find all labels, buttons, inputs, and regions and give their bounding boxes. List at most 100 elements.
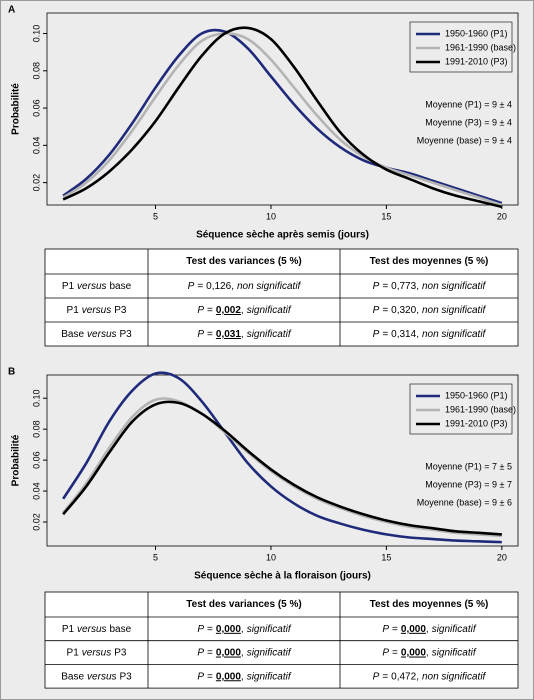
cell-text: ,	[416, 329, 419, 340]
legend-label: 1961-1990 (base)	[445, 404, 516, 414]
cell-text: P1	[67, 305, 80, 316]
y-tick-label: 0.02	[31, 174, 41, 192]
x-axis-label: Séquence sèche après semis (jours)	[196, 230, 369, 241]
series-line	[62, 32, 503, 207]
cell-text: significatif	[247, 623, 292, 634]
table-cell: P = 0,031, significatif	[197, 329, 291, 340]
series-line	[62, 400, 502, 536]
cell-text: P	[188, 281, 195, 292]
cell-text: non significatif	[422, 329, 487, 340]
cell-text: 0,000	[401, 647, 426, 658]
row-label: Base versus P3	[61, 671, 132, 682]
cell-text: versus	[87, 671, 116, 682]
y-tick-label: 0.06	[31, 99, 41, 117]
cell-text: non significatif	[422, 671, 487, 682]
table-cell: P = 0,320, non significatif	[373, 305, 487, 316]
legend-label: 1991-2010 (P3)	[445, 418, 508, 428]
y-tick-label: 0.06	[31, 451, 41, 469]
cell-text: P3	[120, 671, 133, 682]
cell-text: P	[197, 305, 204, 316]
series-line	[62, 26, 503, 209]
cell-text: =	[207, 329, 213, 340]
table-cell: P = 0,000, significatif	[197, 671, 291, 682]
cell-text: 0,031	[216, 329, 241, 340]
x-tick-label: 20	[497, 552, 507, 562]
cell-text: versus	[87, 329, 116, 340]
x-tick-label: 10	[266, 552, 276, 562]
table-frame	[44, 591, 519, 689]
cell-text: non significatif	[237, 281, 302, 292]
y-tick-label: 0.08	[31, 420, 41, 438]
cell-text: =	[207, 671, 213, 682]
table-cell: P = 0,000, significatif	[382, 623, 476, 634]
cell-text: 0,000	[216, 671, 241, 682]
cell-text: 0,000	[216, 647, 241, 658]
cell-text: =	[382, 671, 388, 682]
cell-text: significatif	[247, 671, 292, 682]
row-label: P1 versus P3	[67, 305, 127, 316]
cell-text: =	[197, 281, 203, 292]
cell-text: versus	[82, 647, 111, 658]
x-axis-label: Séquence sèche à la floraison (jours)	[194, 571, 371, 582]
table-cell: P = 0,000, significatif	[197, 623, 291, 634]
cell-text: =	[207, 305, 213, 316]
cell-text: P1	[62, 281, 75, 292]
y-tick-label: 0.04	[31, 482, 41, 500]
cell-text: 0,320	[391, 305, 416, 316]
table-cell: P = 0,002, significatif	[197, 305, 291, 316]
x-tick-label: 5	[153, 211, 158, 221]
cell-text: 0,773	[391, 281, 416, 292]
cell-text: significatif	[247, 305, 292, 316]
y-tick-label: 0.04	[31, 137, 41, 155]
cell-text: P	[197, 647, 204, 658]
cell-text: P3	[114, 305, 127, 316]
table-cell: P = 0,472, non significatif	[373, 671, 487, 682]
cell-text: =	[207, 647, 213, 658]
legend-label: 1961-1990 (base)	[445, 42, 516, 52]
cell-text: =	[382, 329, 388, 340]
cell-text: ,	[241, 329, 244, 340]
y-axis-label: Probabilité	[11, 434, 22, 486]
cell-text: P3	[120, 329, 133, 340]
cell-text: P	[373, 671, 380, 682]
annotation: Moyenne (P1) = 7 ± 5	[425, 461, 512, 471]
table-cell: P = 0,314, non significatif	[373, 329, 487, 340]
panel-label: A	[8, 5, 15, 16]
annotation: Moyenne (base) = 9 ± 6	[417, 497, 512, 507]
cell-text: ,	[416, 671, 419, 682]
y-axis-label: Probabilité	[11, 83, 22, 135]
cell-text: ,	[416, 305, 419, 316]
table-cell: P = 0,000, significatif	[382, 647, 476, 658]
series-line	[62, 371, 502, 544]
cell-text: 0,472	[391, 671, 416, 682]
table-header: Test des variances (5 %)	[186, 599, 301, 610]
cell-text: ,	[241, 305, 244, 316]
annotation: Moyenne (base) = 9 ± 4	[417, 135, 512, 145]
cell-text: versus	[82, 305, 111, 316]
cell-text: P1	[62, 623, 75, 634]
cell-text: ,	[426, 623, 429, 634]
legend-label: 1991-2010 (P3)	[445, 56, 508, 66]
annotation: Moyenne (P1) = 9 ± 4	[425, 99, 512, 109]
table-header: Test des moyennes (5 %)	[370, 599, 489, 610]
x-tick-label: 20	[497, 211, 507, 221]
y-tick-label: 0.02	[31, 513, 41, 531]
cell-text: =	[392, 623, 398, 634]
table-header: Test des variances (5 %)	[186, 256, 301, 267]
cell-text: ,	[416, 281, 419, 292]
cell-text: ,	[231, 281, 234, 292]
plot-frame	[46, 12, 519, 206]
cell-text: significatif	[432, 647, 477, 658]
cell-text: base	[110, 281, 132, 292]
cell-text: versus	[77, 281, 106, 292]
cell-text: =	[382, 305, 388, 316]
y-tick-label: 0.08	[31, 62, 41, 80]
annotation: Moyenne (P3) = 9 ± 4	[425, 117, 512, 127]
cell-text: 0,314	[391, 329, 416, 340]
x-tick-label: 10	[266, 211, 276, 221]
cell-text: 0,000	[216, 623, 241, 634]
cell-text: P	[382, 623, 389, 634]
table-cell: P = 0,126, non significatif	[188, 281, 302, 292]
